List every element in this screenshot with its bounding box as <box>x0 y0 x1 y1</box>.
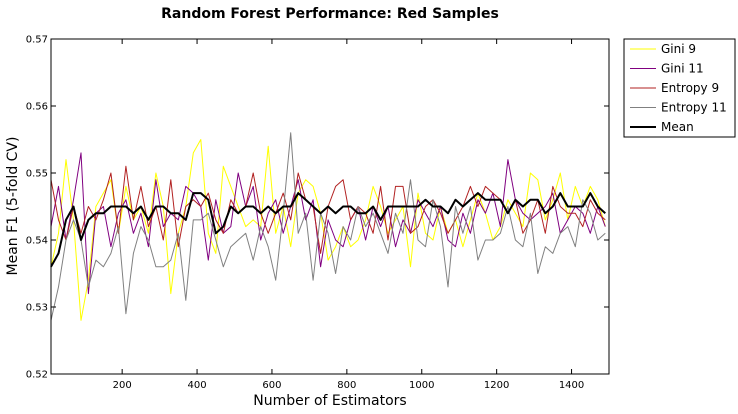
legend-label-gini-11: Gini 11 <box>661 62 704 76</box>
legend-label-entropy-9: Entropy 9 <box>661 81 719 95</box>
legend-label-mean: Mean <box>661 120 694 134</box>
x-axis-label: Number of Estimators <box>253 393 406 409</box>
y-axis-label: Mean F1 (5-fold CV) <box>5 137 21 276</box>
x-tick-label: 1200 <box>484 380 509 391</box>
legend-label-gini-9: Gini 9 <box>661 42 696 56</box>
y-tick-label: 0.54 <box>26 236 48 247</box>
y-tick-label: 0.56 <box>26 102 48 113</box>
chart-title: Random Forest Performance: Red Samples <box>161 6 499 22</box>
x-tick-label: 200 <box>113 380 132 391</box>
series-line-entropy-11 <box>50 132 606 321</box>
y-tick-label: 0.52 <box>26 370 48 381</box>
series-line-entropy-9 <box>50 165 606 254</box>
y-tick-label: 0.55 <box>26 169 48 180</box>
x-tick-label: 800 <box>337 380 356 391</box>
x-axis: 200 400 600 800 1000 1200 1400 <box>113 39 584 391</box>
x-tick-label: 1000 <box>409 380 434 391</box>
y-tick-label: 0.57 <box>26 35 48 46</box>
legend-frame <box>623 38 736 138</box>
x-tick-label: 600 <box>262 380 281 391</box>
legend-label-entropy-11: Entropy 11 <box>661 101 727 115</box>
series-line-gini-11 <box>50 152 606 295</box>
series-line-gini-9 <box>50 139 606 321</box>
x-tick-label: 400 <box>188 380 207 391</box>
plot-lines <box>50 132 606 321</box>
series-line-mean <box>50 192 606 268</box>
x-tick-label: 1400 <box>559 380 584 391</box>
y-axis: 0.52 0.53 0.54 0.55 0.56 0.57 <box>26 35 609 381</box>
plot-frame <box>50 38 610 375</box>
y-tick-label: 0.53 <box>26 303 48 314</box>
legend: Gini 9 Gini 11 Entropy 9 Entropy 11 Mean <box>623 38 736 138</box>
